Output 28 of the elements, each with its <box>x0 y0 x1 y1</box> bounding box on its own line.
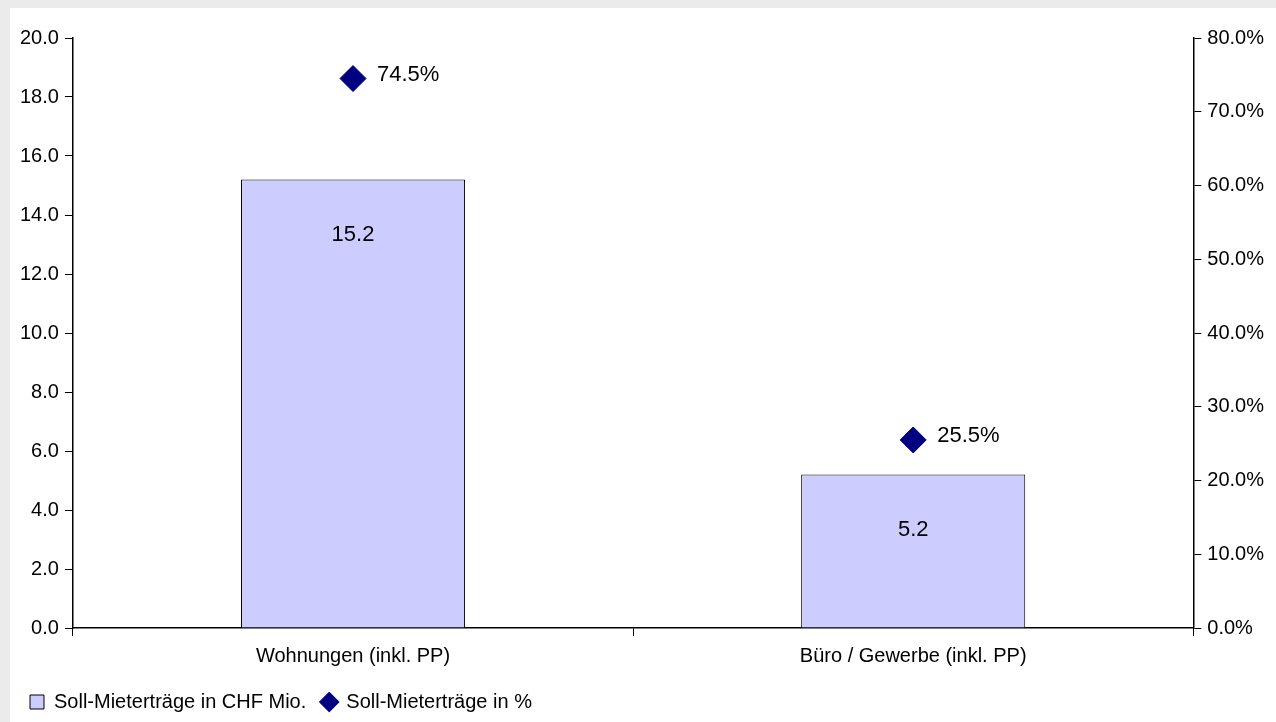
y-tick-label: 10.0 <box>19 320 59 343</box>
y2-tick-label: 10.0% <box>1207 541 1265 564</box>
y-tick-label: 16.0 <box>19 143 59 166</box>
y-tick-label: 18.0 <box>19 84 59 107</box>
y-tick-label: 14.0 <box>19 202 59 225</box>
y2-tick-label: 20.0% <box>1207 468 1265 491</box>
y-tick-label: 4.0 <box>31 497 59 520</box>
y2-tick-label: 40.0% <box>1207 320 1265 343</box>
data-label: 5.2 <box>897 515 929 541</box>
y-tick-label: 2.0 <box>31 556 59 579</box>
legend-label: Soll-Mieterträge in % <box>346 689 533 712</box>
y-tick-label: 8.0 <box>31 379 59 402</box>
y-tick-label: 6.0 <box>31 438 59 461</box>
legend-label: Soll-Mieterträge in CHF Mio. <box>54 689 307 712</box>
y2-tick-label: 80.0% <box>1207 25 1265 48</box>
y2-tick-label: 0.0% <box>1207 615 1254 638</box>
x-tick-label: Wohnungen (inkl. PP) <box>255 643 451 666</box>
y-tick-label: 20.0 <box>19 25 59 48</box>
x-tick-label: Büro / Gewerbe (inkl. PP) <box>799 643 1027 666</box>
y2-tick-label: 30.0% <box>1207 394 1265 417</box>
y2-tick-label: 60.0% <box>1207 173 1265 196</box>
data-label: 15.2 <box>331 220 375 246</box>
y-tick-label: 0.0 <box>31 615 59 638</box>
data-label: 74.5% <box>377 60 440 86</box>
y2-tick-label: 50.0% <box>1207 246 1265 269</box>
y2-tick-label: 70.0% <box>1207 99 1265 122</box>
y-tick-label: 12.0 <box>19 261 59 284</box>
data-label: 25.5% <box>937 422 1000 447</box>
